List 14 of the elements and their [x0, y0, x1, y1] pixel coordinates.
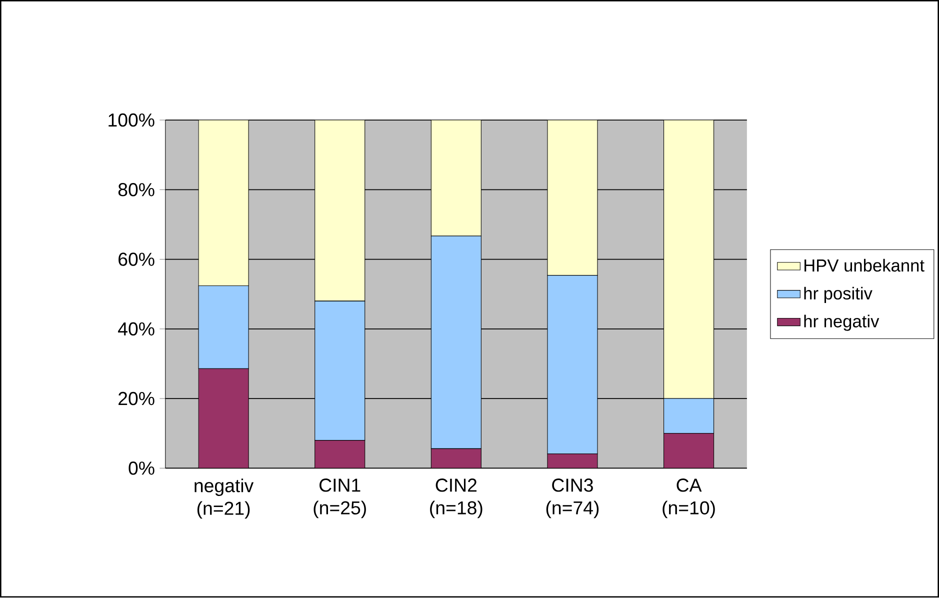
x-tick-label: CIN1 (n=25) — [314, 478, 366, 518]
y-tick-label: 0% — [128, 462, 154, 476]
legend-label: HPV unbekannt — [804, 259, 924, 272]
legend-label: hr positiv — [804, 287, 872, 304]
y-tick-label: 100% — [108, 114, 154, 127]
x-tick-label: CA (n=10) — [662, 478, 715, 518]
x-tick-label: negativ (n=21) — [194, 478, 254, 519]
y-tick-label: 40% — [118, 322, 154, 336]
legend-label: hr negativ — [804, 314, 880, 332]
y-tick-label: 80% — [118, 183, 154, 196]
x-tick-label: CIN2 (n=18) — [430, 478, 482, 518]
x-tick-label: CIN3 (n=74) — [546, 478, 599, 518]
y-tick-label: 20% — [118, 392, 154, 406]
y-tick-label: 60% — [118, 252, 154, 266]
